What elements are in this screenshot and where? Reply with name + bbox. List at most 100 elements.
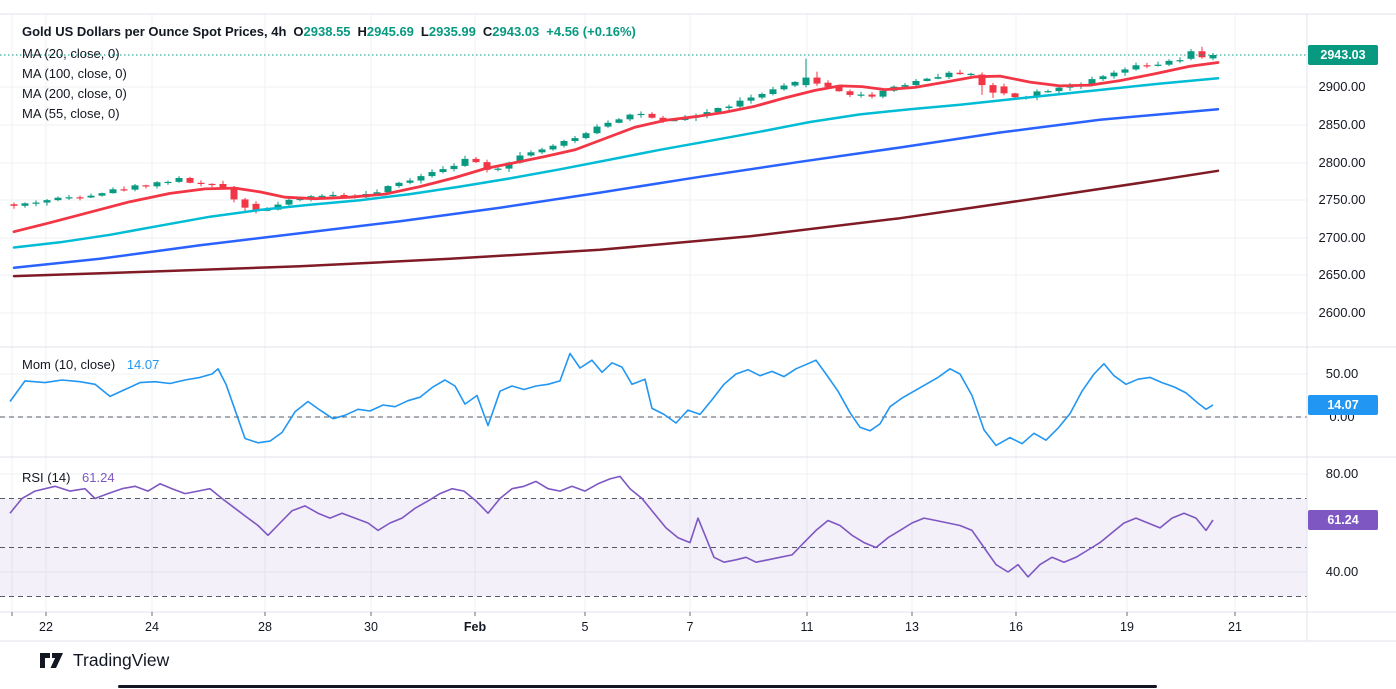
candle-up[interactable] [406,180,414,183]
symbol-title-row[interactable]: Gold US Dollars per Ounce Spot Prices, 4… [22,24,643,39]
candle-up[interactable] [560,140,568,146]
candle-up[interactable] [384,186,392,193]
candle-down[interactable] [1011,93,1019,98]
candle-up[interactable] [967,73,975,75]
candle-up[interactable] [21,203,29,206]
candle-up[interactable] [153,182,161,187]
candle-up[interactable] [769,89,777,94]
candle-down[interactable] [208,183,216,186]
tradingview-logo[interactable]: TradingView [40,650,169,671]
ma-line-ma-20[interactable] [12,61,1220,234]
candle-down[interactable] [241,199,249,208]
candle-up[interactable] [131,185,139,190]
candle-up[interactable] [1176,60,1184,62]
candle-up[interactable] [175,177,183,182]
candle-up[interactable] [857,94,865,96]
candle-up[interactable] [538,149,546,153]
candle-up[interactable] [505,162,513,169]
candle-up[interactable] [549,145,557,150]
candle-up[interactable] [43,200,51,203]
ma-line-ma-55[interactable] [12,77,1220,249]
candle-up[interactable] [945,72,953,78]
candle-down[interactable] [824,82,832,87]
candle-down[interactable] [813,77,821,84]
candle-up[interactable] [1165,60,1173,65]
candle-up[interactable] [32,202,40,204]
candle-up[interactable] [571,138,579,141]
rsi-line[interactable] [9,475,1214,578]
candle-up[interactable] [296,198,304,201]
candle-up[interactable] [637,113,645,116]
candle-up[interactable] [604,122,612,127]
candle-down[interactable] [472,158,480,163]
candle-up[interactable] [901,85,909,87]
candle-up[interactable] [1055,87,1063,92]
candle-up[interactable] [615,119,623,123]
candle-down[interactable] [846,91,854,95]
ma-line-ma-200[interactable] [12,169,1220,278]
candle-up[interactable] [285,199,293,205]
candle-up[interactable] [1187,51,1195,59]
candle-up[interactable] [912,80,920,86]
candle-up[interactable] [725,106,733,109]
candle-down[interactable] [219,183,227,188]
candle-up[interactable] [1121,69,1129,73]
candle-up[interactable] [109,189,117,194]
candle-down[interactable] [956,72,964,75]
candle-up[interactable] [494,168,502,170]
candle-down[interactable] [186,177,194,183]
legend-ma-100[interactable]: MA (100, close, 0) [22,66,127,81]
candle-up[interactable] [417,176,425,181]
candle-down[interactable] [835,86,843,92]
candle-down[interactable] [1143,65,1151,67]
candle-up[interactable] [527,152,535,156]
candle-up[interactable] [87,195,95,198]
candle-up[interactable] [758,93,766,98]
candle-up[interactable] [428,172,436,177]
ma-line-ma-100[interactable] [12,107,1220,270]
candle-up[interactable] [54,197,62,201]
candle-down[interactable] [978,74,986,86]
candle-down[interactable] [989,85,997,93]
legend-ma-55[interactable]: MA (55, close, 0) [22,106,120,121]
candle-down[interactable] [868,94,876,97]
mom-line[interactable] [9,352,1214,447]
candle-up[interactable] [802,77,810,86]
candle-down[interactable] [10,204,18,206]
candle-down[interactable] [483,162,491,170]
candle-up[interactable] [1110,72,1118,77]
candle-up[interactable] [879,90,887,97]
candle-up[interactable] [1088,79,1096,85]
candle-up[interactable] [439,169,447,173]
candle-up[interactable] [747,97,755,101]
momentum-legend[interactable]: Mom (10, close) 14.07 [22,357,159,372]
candle-down[interactable] [648,113,656,118]
candle-up[interactable] [450,165,458,170]
candle-down[interactable] [659,117,667,121]
candle-down[interactable] [252,203,260,211]
rsi-legend[interactable]: RSI (14) 61.24 [22,470,115,485]
legend-ma-200[interactable]: MA (200, close, 0) [22,86,127,101]
candle-down[interactable] [197,182,205,184]
candle-up[interactable] [318,195,326,197]
candle-up[interactable] [791,81,799,86]
candle-up[interactable] [98,193,106,196]
candle-up[interactable] [516,155,524,163]
candle-up[interactable] [1033,91,1041,97]
candle-up[interactable] [373,192,381,195]
candle-up[interactable] [626,114,634,120]
candle-up[interactable] [714,108,722,113]
candle-up[interactable] [461,158,469,166]
candle-down[interactable] [120,189,128,191]
candle-up[interactable] [65,197,73,199]
candle-up[interactable] [593,126,601,134]
candle-up[interactable] [1154,64,1162,66]
candle-up[interactable] [582,133,590,139]
candle-down[interactable] [142,185,150,187]
candle-down[interactable] [1198,51,1206,58]
candle-up[interactable] [1044,91,1052,93]
candle-down[interactable] [230,188,238,200]
candle-down[interactable] [340,194,348,197]
candle-up[interactable] [164,181,172,184]
